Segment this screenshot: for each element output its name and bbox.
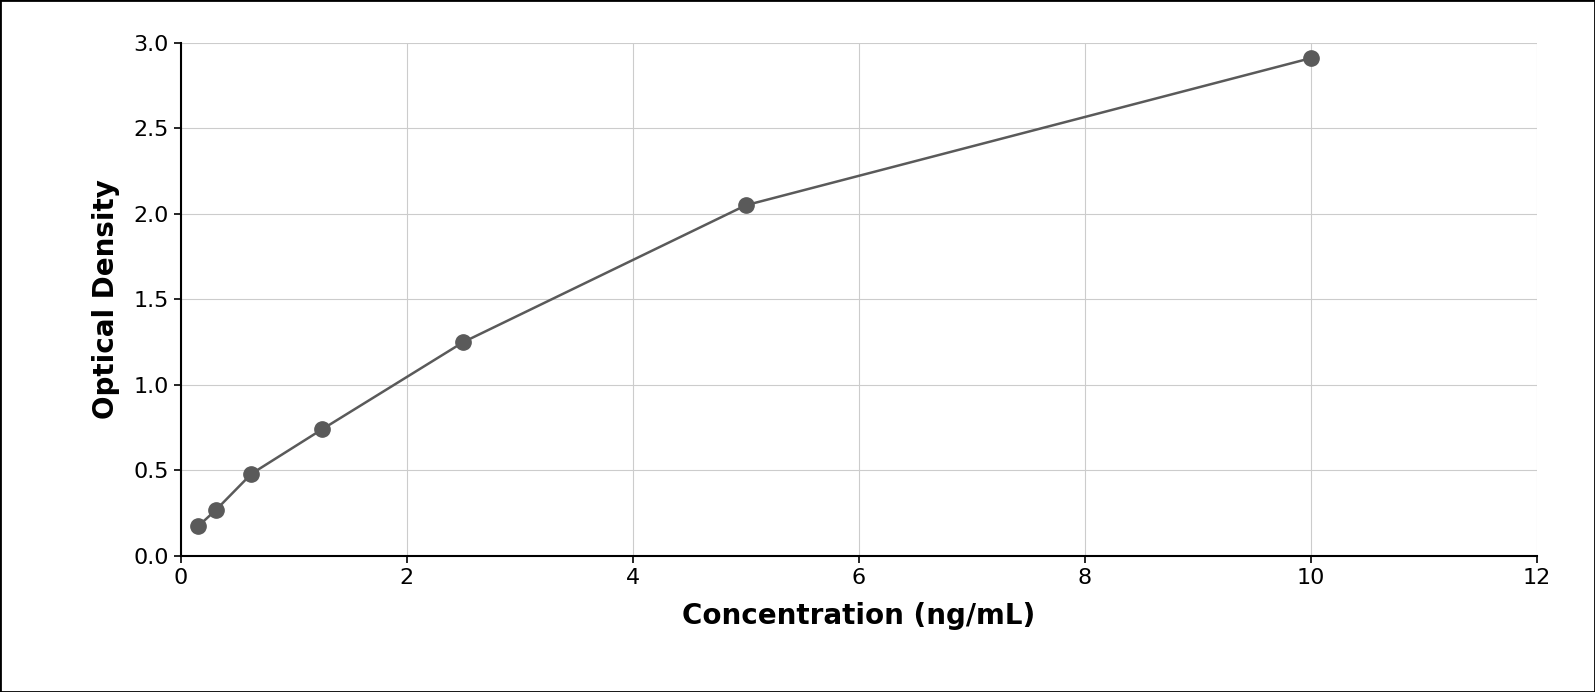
Point [734,200,759,211]
Point [185,520,211,531]
Y-axis label: Optical Density: Optical Density [91,179,120,419]
Point [1298,53,1324,64]
Point [239,468,265,480]
X-axis label: Concentration (ng/mL): Concentration (ng/mL) [683,601,1035,630]
Point [309,424,335,435]
Point [451,336,477,347]
Point [204,504,230,516]
